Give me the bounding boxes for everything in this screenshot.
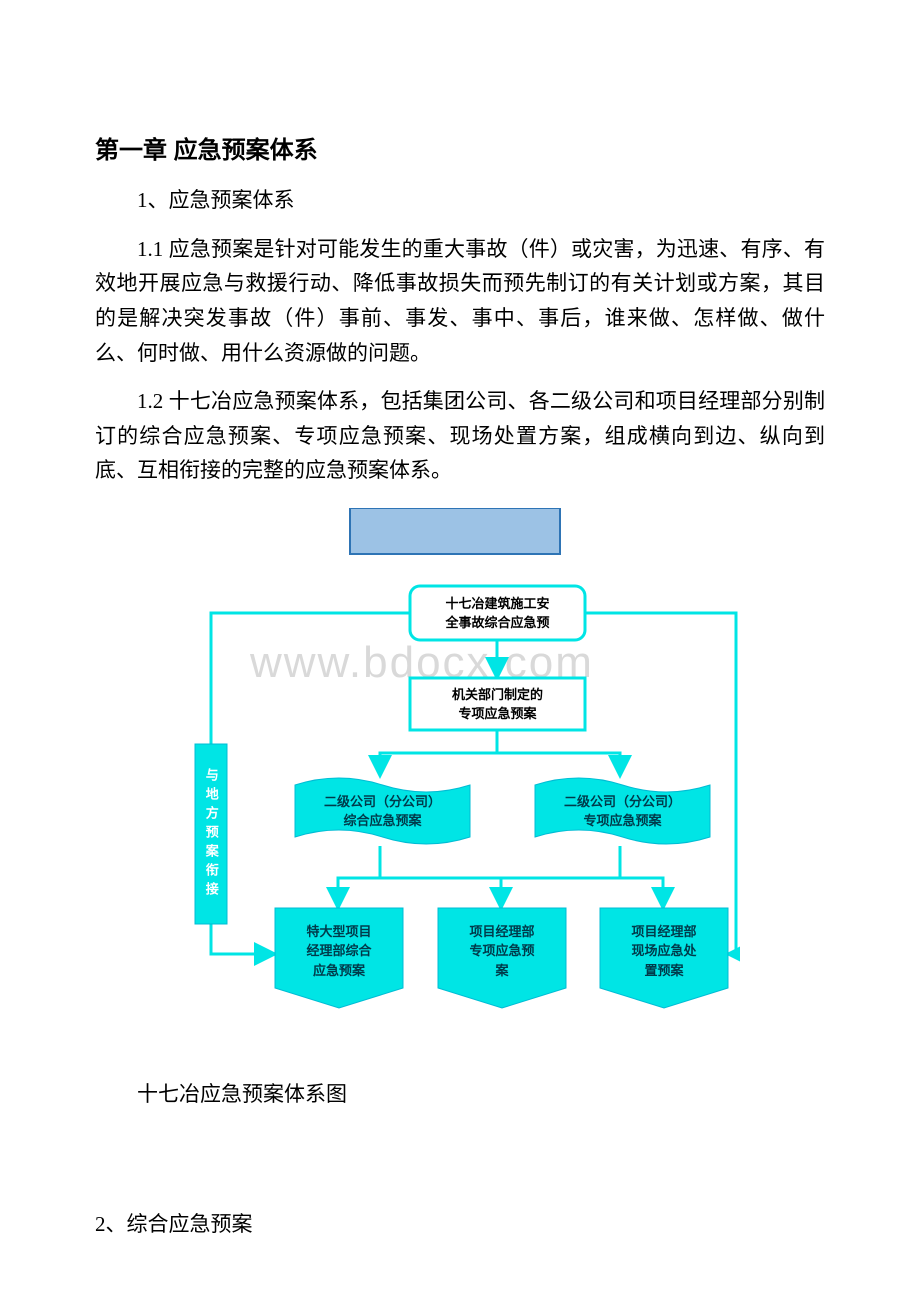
paragraph-1: 1、应急预案体系 <box>95 183 825 218</box>
flowchart-diagram: www.bdocx.com 十七冶建筑施工安全事故综合应急预机关部门制定的专项应… <box>180 508 740 1048</box>
flowchart-node-blank_top <box>350 508 560 554</box>
paragraph-2: 1.1 应急预案是针对可能发生的重大事故（件）或灾害，为迅速、有序、有效地开展应… <box>95 232 825 371</box>
flowchart-node-wave_right: 二级公司（分公司）专项应急预案 <box>535 778 710 844</box>
diagram-caption: 十七冶应急预案体系图 <box>95 1078 825 1108</box>
section-2-heading: 2、综合应急预案 <box>95 1208 825 1238</box>
flowchart-node-pent_3: 项目经理部现场应急处置预案 <box>600 908 728 994</box>
paragraph-3: 1.2 十七冶应急预案体系，包括集团公司、各二级公司和项目经理部分别制订的综合应… <box>95 384 825 488</box>
flowchart-node-wave_left: 二级公司（分公司）综合应急预案 <box>295 778 470 844</box>
flowchart-node-mid: 机关部门制定的专项应急预案 <box>410 678 585 730</box>
chapter-heading: 第一章 应急预案体系 <box>95 130 825 165</box>
flowchart-node-pent_1: 特大型项目经理部综合应急预案 <box>275 908 403 994</box>
flowchart-node-top: 十七冶建筑施工安全事故综合应急预 <box>410 586 585 640</box>
flowchart-node-sidebar: 与地方预案衔接 <box>195 744 227 924</box>
flowchart-node-pent_2: 项目经理部专项应急预案 <box>438 908 566 994</box>
